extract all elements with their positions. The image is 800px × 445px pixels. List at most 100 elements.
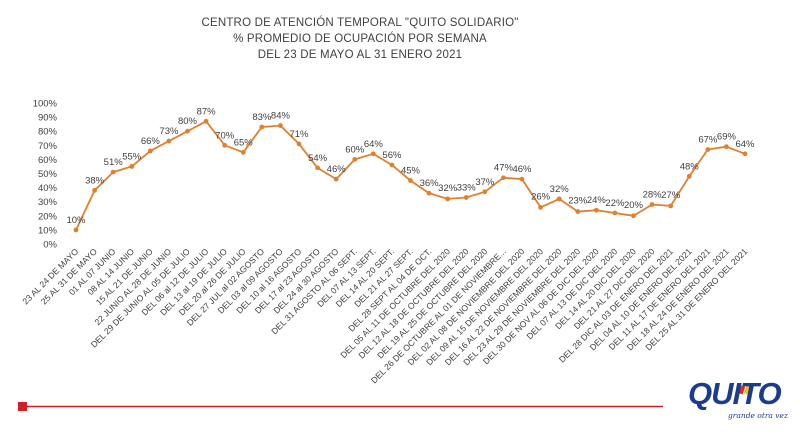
logo-accent-red	[738, 385, 746, 395]
data-label: 56%	[382, 150, 402, 161]
data-point	[147, 148, 153, 154]
data-point	[92, 188, 97, 193]
data-label: 36%	[420, 178, 440, 189]
data-label: 65%	[234, 137, 254, 148]
data-point	[408, 178, 413, 183]
y-tick-label: 100%	[33, 99, 58, 110]
data-label: 54%	[308, 153, 328, 164]
data-point	[370, 151, 376, 157]
data-point	[575, 209, 581, 214]
data-labels: 10% 38% 51%55% 66%73%80%87% 70%65% 83% 84% 71% 5…	[66, 106, 755, 226]
data-label: 23%	[568, 196, 588, 207]
chart-title-line-3: DEL 23 DE MAYO AL 31 ENERO 2021	[257, 49, 463, 61]
y-tick-label: 40%	[38, 183, 58, 194]
data-label: 87%	[197, 106, 217, 117]
series-line	[73, 118, 748, 233]
data-label: 64%	[735, 139, 755, 150]
footer-decoration	[18, 385, 751, 411]
data-label: 26%	[531, 191, 551, 202]
data-point	[742, 151, 748, 157]
data-label: 84%	[271, 111, 291, 122]
data-label: 46%	[512, 164, 532, 175]
data-label: 67%	[698, 135, 718, 146]
data-point	[631, 213, 636, 219]
data-label: 55%	[122, 151, 142, 162]
data-point	[445, 196, 451, 202]
data-label: 20%	[624, 200, 644, 211]
data-point	[556, 196, 562, 202]
data-point	[315, 165, 320, 171]
data-label: 22%	[605, 198, 625, 209]
data-label: 24%	[587, 195, 607, 206]
data-point	[110, 169, 116, 175]
data-label: 10%	[66, 215, 86, 226]
footer-red-square	[18, 402, 27, 411]
quito-logo: QUITO grande otra vez	[688, 376, 788, 426]
data-point	[203, 118, 209, 124]
data-point	[593, 207, 599, 213]
data-point	[296, 141, 302, 147]
y-tick-label: 70%	[38, 141, 58, 152]
chart-title-line-1: CENTRO DE ATENCIÓN TEMPORAL "QUITO SOLID…	[201, 17, 519, 29]
data-label: 28%	[643, 190, 663, 201]
data-label: 46%	[327, 164, 347, 175]
logo-wordmark: QUITO	[688, 376, 782, 411]
data-point	[278, 123, 283, 128]
data-label: 70%	[215, 130, 235, 141]
data-point	[129, 164, 135, 169]
y-tick-label: 20%	[38, 211, 58, 222]
data-label: 37%	[475, 177, 495, 188]
data-label: 33%	[457, 182, 477, 193]
data-label: 38%	[85, 175, 105, 186]
y-tick-label: 60%	[38, 155, 58, 166]
data-label: 32%	[438, 183, 458, 194]
data-label: 48%	[680, 161, 700, 172]
y-tick-label: 0%	[43, 240, 57, 251]
data-label: 32%	[550, 184, 570, 195]
data-point	[724, 144, 729, 150]
data-point	[649, 202, 655, 207]
data-point	[612, 210, 618, 216]
y-tick-label: 10%	[38, 225, 58, 236]
data-point	[538, 204, 543, 210]
data-label: 45%	[401, 166, 421, 177]
data-label: 80%	[178, 116, 198, 127]
y-tick-label: 80%	[38, 127, 58, 138]
data-label: 83%	[252, 112, 272, 123]
chart-title-line-2: % PROMEDIO DE OCUPACIÓN POR SEMANA	[233, 33, 487, 45]
y-tick-label: 50%	[38, 169, 58, 180]
data-point	[501, 175, 506, 181]
data-label: 27%	[661, 190, 681, 201]
data-point	[352, 157, 358, 162]
data-point	[519, 176, 525, 182]
data-point	[668, 203, 674, 209]
data-point	[482, 189, 488, 195]
data-point	[426, 190, 432, 196]
data-label: 60%	[345, 144, 365, 155]
data-label: 71%	[289, 129, 309, 140]
data-point	[705, 147, 711, 152]
data-point	[463, 195, 469, 200]
data-point	[240, 149, 246, 155]
data-point	[185, 128, 190, 134]
data-point	[222, 142, 228, 148]
data-point	[166, 138, 172, 144]
data-point	[333, 176, 339, 182]
data-label: 64%	[364, 139, 384, 150]
logo-tagline: grande otra vez	[728, 411, 788, 420]
data-point	[259, 124, 265, 130]
data-label: 69%	[717, 132, 737, 143]
data-label: 73%	[159, 126, 179, 137]
data-label: 47%	[494, 163, 514, 174]
y-tick-label: 90%	[38, 113, 58, 124]
y-tick-label: 30%	[38, 197, 58, 208]
data-point	[686, 173, 692, 179]
data-point	[73, 227, 79, 233]
y-axis: 0% 10% 20% 30% 40% 50% 60% 70% 80% 90% 100%	[33, 99, 58, 251]
logo-accent-yellow	[743, 385, 751, 395]
data-label: 66%	[141, 136, 161, 147]
data-point	[389, 162, 395, 168]
data-label: 51%	[104, 157, 124, 168]
